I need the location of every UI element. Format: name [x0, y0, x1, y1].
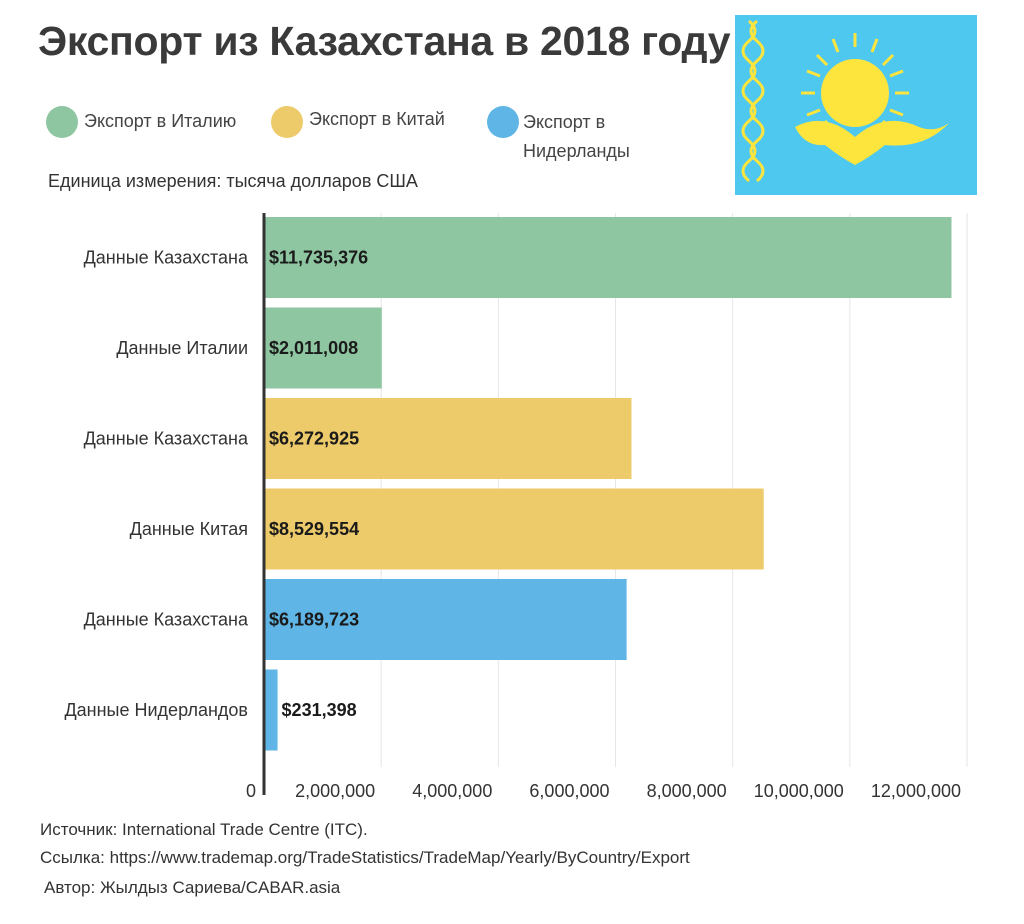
bar-value-label: $11,735,376: [269, 248, 368, 268]
legend-label-china: Экспорт в Китай: [309, 109, 445, 129]
unit-note: Единица измерения: тысяча долларов США: [48, 171, 418, 191]
category-label: Данные Казахстана: [84, 248, 249, 268]
x-tick-label: 2,000,000: [295, 781, 375, 801]
flag-ornament: [741, 19, 765, 183]
bar-value-label: $8,529,554: [269, 519, 359, 539]
bar: [264, 398, 632, 479]
category-label: Данные Казахстана: [84, 429, 249, 449]
x-tick-label: 0: [246, 781, 256, 801]
bar: [264, 579, 627, 660]
bar-chart: $11,735,376 Данные Казахстана $2,011,008 Да…: [64, 213, 968, 801]
category-label: Данные Казахстана: [84, 610, 249, 630]
legend-label-italy: Экспорт в Италию: [84, 111, 237, 131]
footer-link: Ссылка: https://www.trademap.org/TradeSt…: [40, 848, 690, 867]
legend-label-netherlands-line1: Экспорт в: [523, 112, 606, 132]
footer-author: Автор: Жылдыз Сариева/CABAR.asia: [44, 878, 341, 897]
legend-swatch-yellow: [271, 106, 303, 138]
flag-sun: [821, 59, 889, 127]
bar-value-label: $6,189,723: [269, 610, 359, 630]
footer-source: Источник: International Trade Centre (IT…: [40, 820, 368, 839]
category-label: Данные Италии: [116, 338, 248, 358]
bar: [264, 217, 952, 298]
category-label: Данные Китая: [130, 519, 248, 539]
kazakhstan-flag-icon: [735, 15, 977, 195]
bar-value-label: $231,398: [282, 700, 357, 720]
legend-swatch-blue: [487, 106, 519, 138]
bar: [264, 669, 278, 751]
bar-value-label: $2,011,008: [269, 338, 358, 358]
bar: [264, 307, 382, 389]
legend-swatch-green: [46, 106, 78, 138]
flag-eagle: [795, 120, 949, 165]
x-tick-label: 12,000,000: [871, 781, 961, 801]
bar-value-label: $6,272,925: [269, 429, 359, 449]
x-tick-label: 10,000,000: [754, 781, 844, 801]
x-tick-label: 8,000,000: [647, 781, 727, 801]
x-tick-label: 4,000,000: [412, 781, 492, 801]
chart-title: Экспорт из Казахстана в 2018 году: [38, 18, 731, 64]
x-tick-label: 6,000,000: [529, 781, 609, 801]
legend-label-netherlands-line2: Нидерланды: [523, 141, 630, 161]
bar: [264, 488, 764, 570]
category-label: Данные Нидерландов: [64, 700, 248, 720]
